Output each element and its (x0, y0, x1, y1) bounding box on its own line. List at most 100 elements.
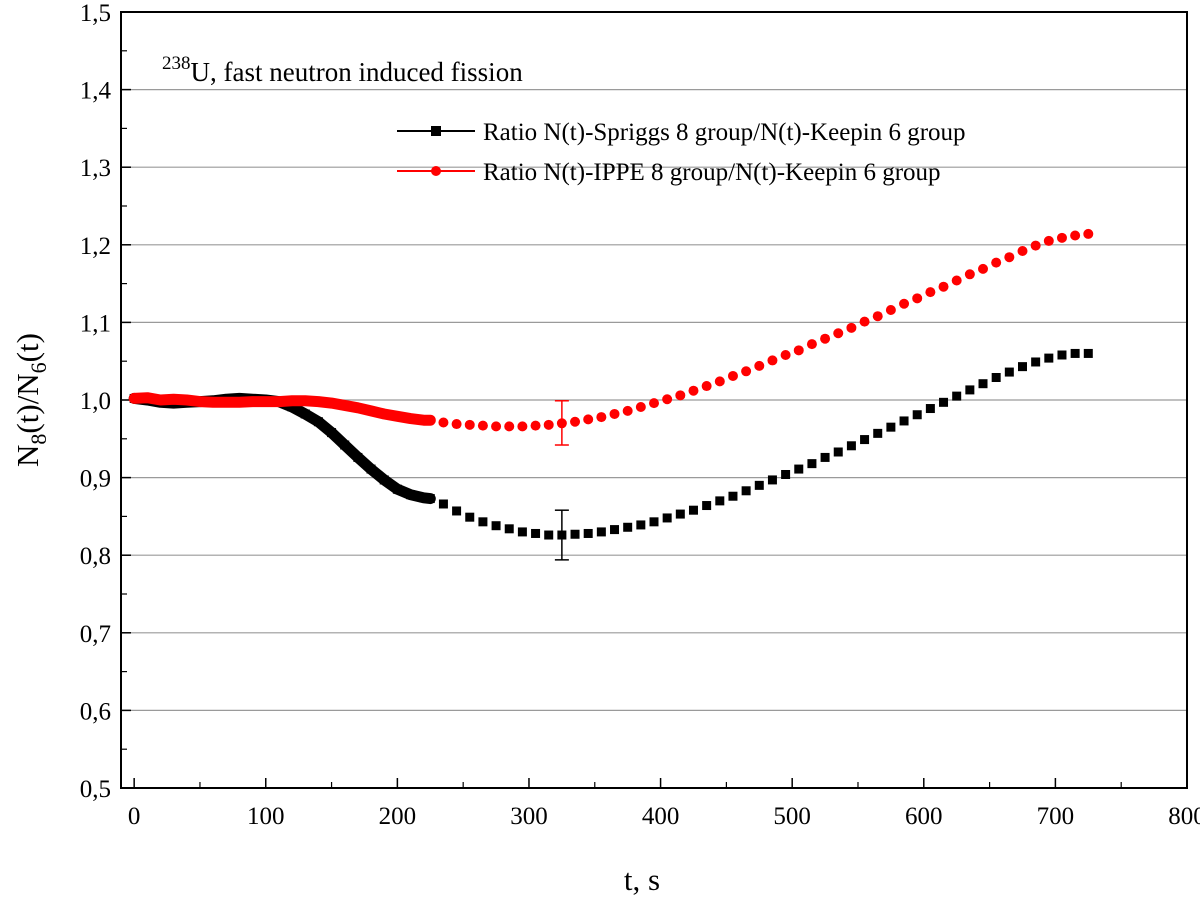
data-point (899, 416, 909, 426)
data-point (780, 349, 791, 360)
data-point (965, 385, 975, 395)
data-point (991, 372, 1001, 382)
y-tick-label: 1,2 (80, 233, 111, 260)
error-bars (554, 400, 569, 561)
data-point (570, 416, 581, 427)
data-point (287, 402, 297, 412)
data-point (820, 333, 831, 344)
data-point (794, 464, 804, 474)
y-tick-label: 1,3 (80, 155, 111, 182)
data-point (366, 405, 377, 416)
data-point (491, 421, 502, 432)
data-point (1057, 350, 1067, 360)
data-point (675, 509, 685, 519)
x-tick-label: 800 (1168, 803, 1200, 830)
x-tick-label: 100 (247, 803, 285, 830)
data-point (609, 408, 620, 419)
data-point (715, 496, 725, 506)
data-point (531, 528, 541, 538)
data-point (938, 281, 949, 292)
data-point (925, 287, 936, 298)
data-point (688, 385, 699, 396)
x-tick-label: 700 (1037, 803, 1075, 830)
data-point (168, 394, 179, 405)
error-bar-spriggs (554, 509, 569, 561)
data-point (978, 263, 989, 274)
data-point (517, 527, 527, 537)
data-point (860, 435, 870, 445)
data-point (1070, 348, 1080, 358)
data-point (951, 275, 962, 286)
data-point (419, 493, 429, 503)
data-point (952, 391, 962, 401)
data-point (767, 355, 778, 366)
y-tick-label: 0,5 (80, 776, 111, 803)
data-point (596, 527, 606, 537)
data-point (313, 417, 323, 427)
chart-annotation: 238U, fast neutron induced fission (162, 53, 523, 87)
y-tick-label: 0,8 (80, 543, 111, 570)
data-point (300, 409, 310, 419)
y-axis-tick-labels: 0,5 0,6 0,7 0,8 0,9 1,0 1,1 1,2 1,3 1,4 1,5 (80, 0, 112, 803)
y-tick-label: 0,9 (80, 466, 111, 493)
data-point (464, 419, 475, 430)
data-point (1004, 367, 1014, 377)
data-point (846, 441, 856, 451)
data-point (833, 328, 844, 339)
x-tick-label: 300 (510, 803, 548, 830)
error-bar-ippe (554, 400, 569, 446)
data-point (885, 304, 896, 315)
data-point (728, 491, 738, 501)
x-tick-label: 400 (642, 803, 680, 830)
data-point (570, 529, 580, 539)
data-point (741, 486, 751, 496)
data-point (260, 396, 271, 407)
data-point (300, 395, 311, 406)
data-point (899, 298, 910, 309)
y-tick-label: 0,7 (80, 621, 111, 648)
data-point (340, 440, 350, 450)
data-point (610, 525, 620, 535)
data-point (846, 322, 857, 333)
legend-label-spriggs: Ratio N(t)-Spriggs 8 group/N(t)-Keepin 6… (483, 119, 966, 146)
data-point (425, 415, 436, 426)
data-point (925, 404, 935, 414)
data-point (477, 420, 488, 431)
data-point (873, 428, 883, 438)
data-point (1030, 240, 1041, 251)
legend-marker-spriggs (431, 126, 441, 136)
data-point (807, 459, 817, 469)
axis-ticks (121, 11, 1188, 789)
data-point (912, 293, 923, 304)
legend-marker-ippe (431, 166, 441, 176)
x-tick-label: 0 (128, 803, 141, 830)
data-point (741, 366, 752, 377)
data-point (702, 501, 712, 511)
data-point (234, 397, 245, 408)
data-point (622, 405, 633, 416)
data-point (406, 490, 416, 500)
data-point (392, 411, 403, 422)
data-point (833, 447, 843, 457)
data-point (451, 419, 462, 430)
data-point (859, 316, 870, 327)
data-point (1044, 353, 1054, 363)
data-point (636, 520, 646, 530)
x-axis-tick-labels: 0 100 200 300 400 500 600 700 800 (128, 803, 1200, 830)
x-tick-label: 600 (905, 803, 943, 830)
data-point (886, 422, 896, 432)
data-point (491, 521, 501, 531)
data-point (714, 376, 725, 387)
data-point (504, 524, 514, 534)
data-point (991, 257, 1002, 268)
data-point (1017, 362, 1027, 372)
data-point (352, 402, 363, 413)
data-point (273, 396, 284, 407)
data-point (820, 452, 830, 462)
data-point (517, 421, 528, 432)
data-point (793, 345, 804, 356)
data-point (781, 469, 791, 479)
data-series (128, 228, 1094, 540)
data-point (339, 400, 350, 411)
